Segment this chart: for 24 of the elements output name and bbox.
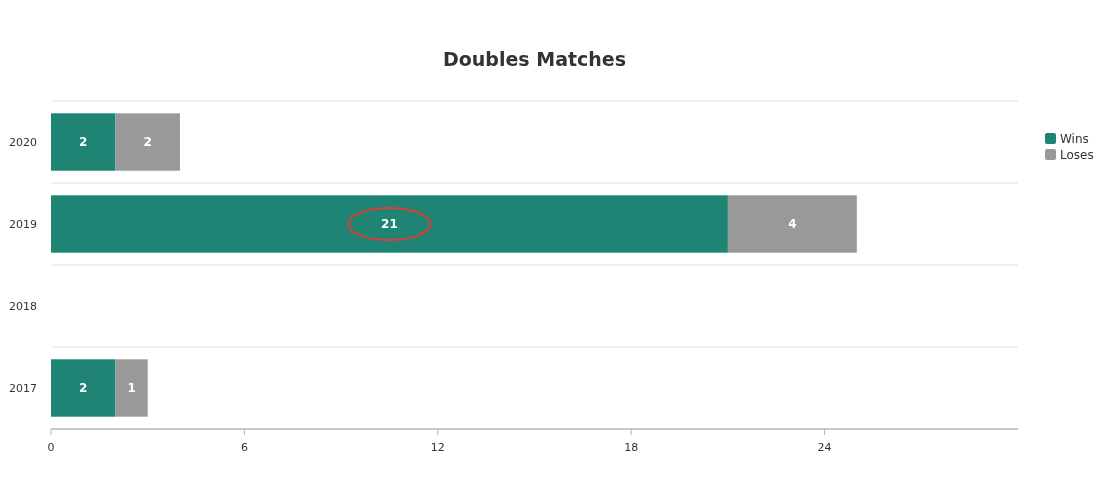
- bar: [51, 195, 728, 253]
- chart-title: Doubles Matches: [442, 48, 627, 70]
- bar: [115, 113, 180, 171]
- data-label: 4: [788, 217, 797, 232]
- x-tick-label: 18: [624, 441, 639, 454]
- legend-label: Wins: [1060, 132, 1089, 147]
- data-label: 2: [79, 135, 88, 150]
- bar: [51, 113, 116, 171]
- y-tick-label: 2020: [9, 135, 37, 149]
- bar: [727, 195, 857, 253]
- y-tick-label: 2019: [9, 217, 37, 231]
- bar: [51, 359, 116, 417]
- y-tick-label: 2017: [9, 381, 37, 395]
- data-label: 2: [143, 135, 152, 150]
- legend-label: Loses: [1060, 148, 1094, 163]
- y-tick-label: 2018: [9, 299, 37, 313]
- bar: [115, 359, 148, 417]
- x-tick-label: 24: [817, 441, 832, 454]
- data-label: 21: [381, 217, 398, 232]
- x-tick-label: 0: [47, 441, 55, 454]
- x-tick-label: 6: [240, 441, 248, 454]
- data-label: 1: [127, 381, 136, 396]
- data-label: 2: [79, 381, 88, 396]
- x-tick-label: 12: [430, 441, 445, 454]
